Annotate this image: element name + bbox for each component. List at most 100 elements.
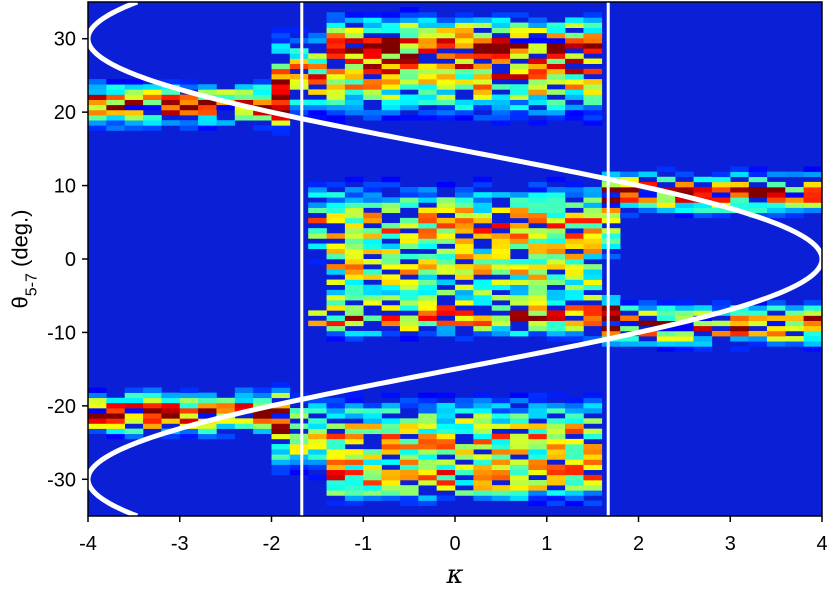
heatmap-cell (491, 48, 511, 54)
heatmap-cell (363, 480, 382, 486)
heatmap-cell (510, 192, 529, 198)
heatmap-cell (455, 269, 474, 275)
heatmap-cell (271, 449, 291, 455)
heatmap-cell (528, 48, 548, 54)
heatmap-cell (88, 84, 107, 90)
heatmap-cell (730, 330, 749, 337)
heatmap-cell (436, 104, 456, 111)
heatmap-cell (473, 48, 492, 54)
heatmap-cell (436, 73, 456, 80)
heatmap-cell (381, 181, 401, 188)
heatmap-cell (308, 53, 327, 59)
heatmap-cell (473, 207, 492, 214)
heatmap-cell (546, 444, 566, 450)
heatmap-cell (583, 315, 603, 321)
heatmap-cell (601, 181, 621, 188)
heatmap-cell (510, 330, 529, 337)
heatmap-cell (528, 325, 548, 332)
heatmap-cell (308, 192, 327, 198)
heatmap-cell (693, 187, 713, 193)
heatmap-cell (528, 444, 548, 450)
heatmap-cell (381, 449, 401, 455)
heatmap-cell (344, 48, 364, 54)
heatmap-cell (601, 253, 621, 260)
heatmap-cell (491, 84, 511, 90)
heatmap-cell (253, 104, 272, 111)
heatmap-cell (491, 438, 511, 445)
heatmap-cell (418, 259, 437, 265)
heatmap-cell (198, 99, 217, 106)
heatmap-cell (326, 217, 346, 224)
heatmap-cell (198, 89, 217, 95)
heatmap-cell (326, 79, 346, 85)
y-tick-label: -10 (47, 322, 76, 344)
heatmap-cell (528, 315, 548, 321)
heatmap-cell (565, 274, 584, 280)
heatmap-cell (528, 27, 548, 34)
heatmap-cell (289, 413, 309, 419)
heatmap-cell (473, 438, 492, 445)
heatmap-cell (455, 248, 474, 255)
heatmap-cell (510, 27, 529, 34)
heatmap-cell (124, 418, 144, 424)
heatmap-cell (179, 79, 199, 85)
heatmap-cell (381, 17, 401, 23)
heatmap-cell (344, 423, 364, 429)
heatmap-cell (418, 428, 437, 435)
heatmap-cell (583, 94, 603, 100)
heatmap-cell (381, 176, 401, 183)
heatmap-cell (546, 243, 566, 250)
heatmap-cell (711, 171, 731, 178)
heatmap-cell (418, 89, 437, 95)
heatmap-cell (198, 433, 217, 440)
heatmap-cell (455, 63, 474, 70)
heatmap-cell (436, 279, 456, 285)
heatmap-cell (271, 79, 291, 85)
heatmap-cell (308, 207, 327, 214)
heatmap-cell (381, 197, 401, 203)
heatmap-cell (473, 94, 492, 100)
heatmap-cell (234, 109, 254, 116)
heatmap-cell (730, 166, 749, 172)
heatmap-cell (161, 433, 181, 440)
heatmap-cell (106, 115, 125, 121)
heatmap-cell (216, 433, 236, 440)
heatmap-cell (656, 197, 676, 203)
heatmap-cell (179, 413, 199, 419)
heatmap-cell (326, 212, 346, 219)
heatmap-cell (179, 99, 199, 106)
heatmap-cell (675, 305, 694, 311)
heatmap-cell (363, 79, 382, 85)
heatmap-cell (436, 433, 456, 440)
heatmap-cell (565, 192, 584, 198)
heatmap-cell (418, 300, 437, 306)
heatmap-cell (363, 37, 382, 44)
heatmap-cell (436, 469, 456, 476)
heatmap-cell (510, 43, 529, 49)
heatmap-cell (546, 402, 566, 409)
heatmap-cell (528, 495, 548, 501)
heatmap-cell (473, 84, 492, 90)
heatmap-cell (124, 94, 144, 100)
heatmap-cell (528, 428, 548, 435)
heatmap-cell (491, 109, 511, 116)
heatmap-cell (546, 99, 566, 106)
heatmap-cell (601, 217, 621, 224)
heatmap-cell (675, 310, 694, 316)
heatmap-cell (308, 233, 327, 239)
heatmap-cell (565, 58, 584, 64)
heatmap-cell (344, 109, 364, 116)
heatmap-cell (216, 408, 236, 414)
heatmap-cell (88, 94, 107, 100)
heatmap-cell (289, 63, 309, 70)
heatmap-cell (565, 89, 584, 95)
heatmap-cell (565, 397, 584, 404)
heatmap-cell (491, 253, 511, 260)
heatmap-cell (88, 104, 107, 111)
heatmap-cell (436, 330, 456, 337)
heatmap-cell (711, 192, 731, 198)
heatmap-cell (711, 300, 731, 306)
heatmap-cell (491, 279, 511, 285)
heatmap-cell (473, 68, 492, 75)
